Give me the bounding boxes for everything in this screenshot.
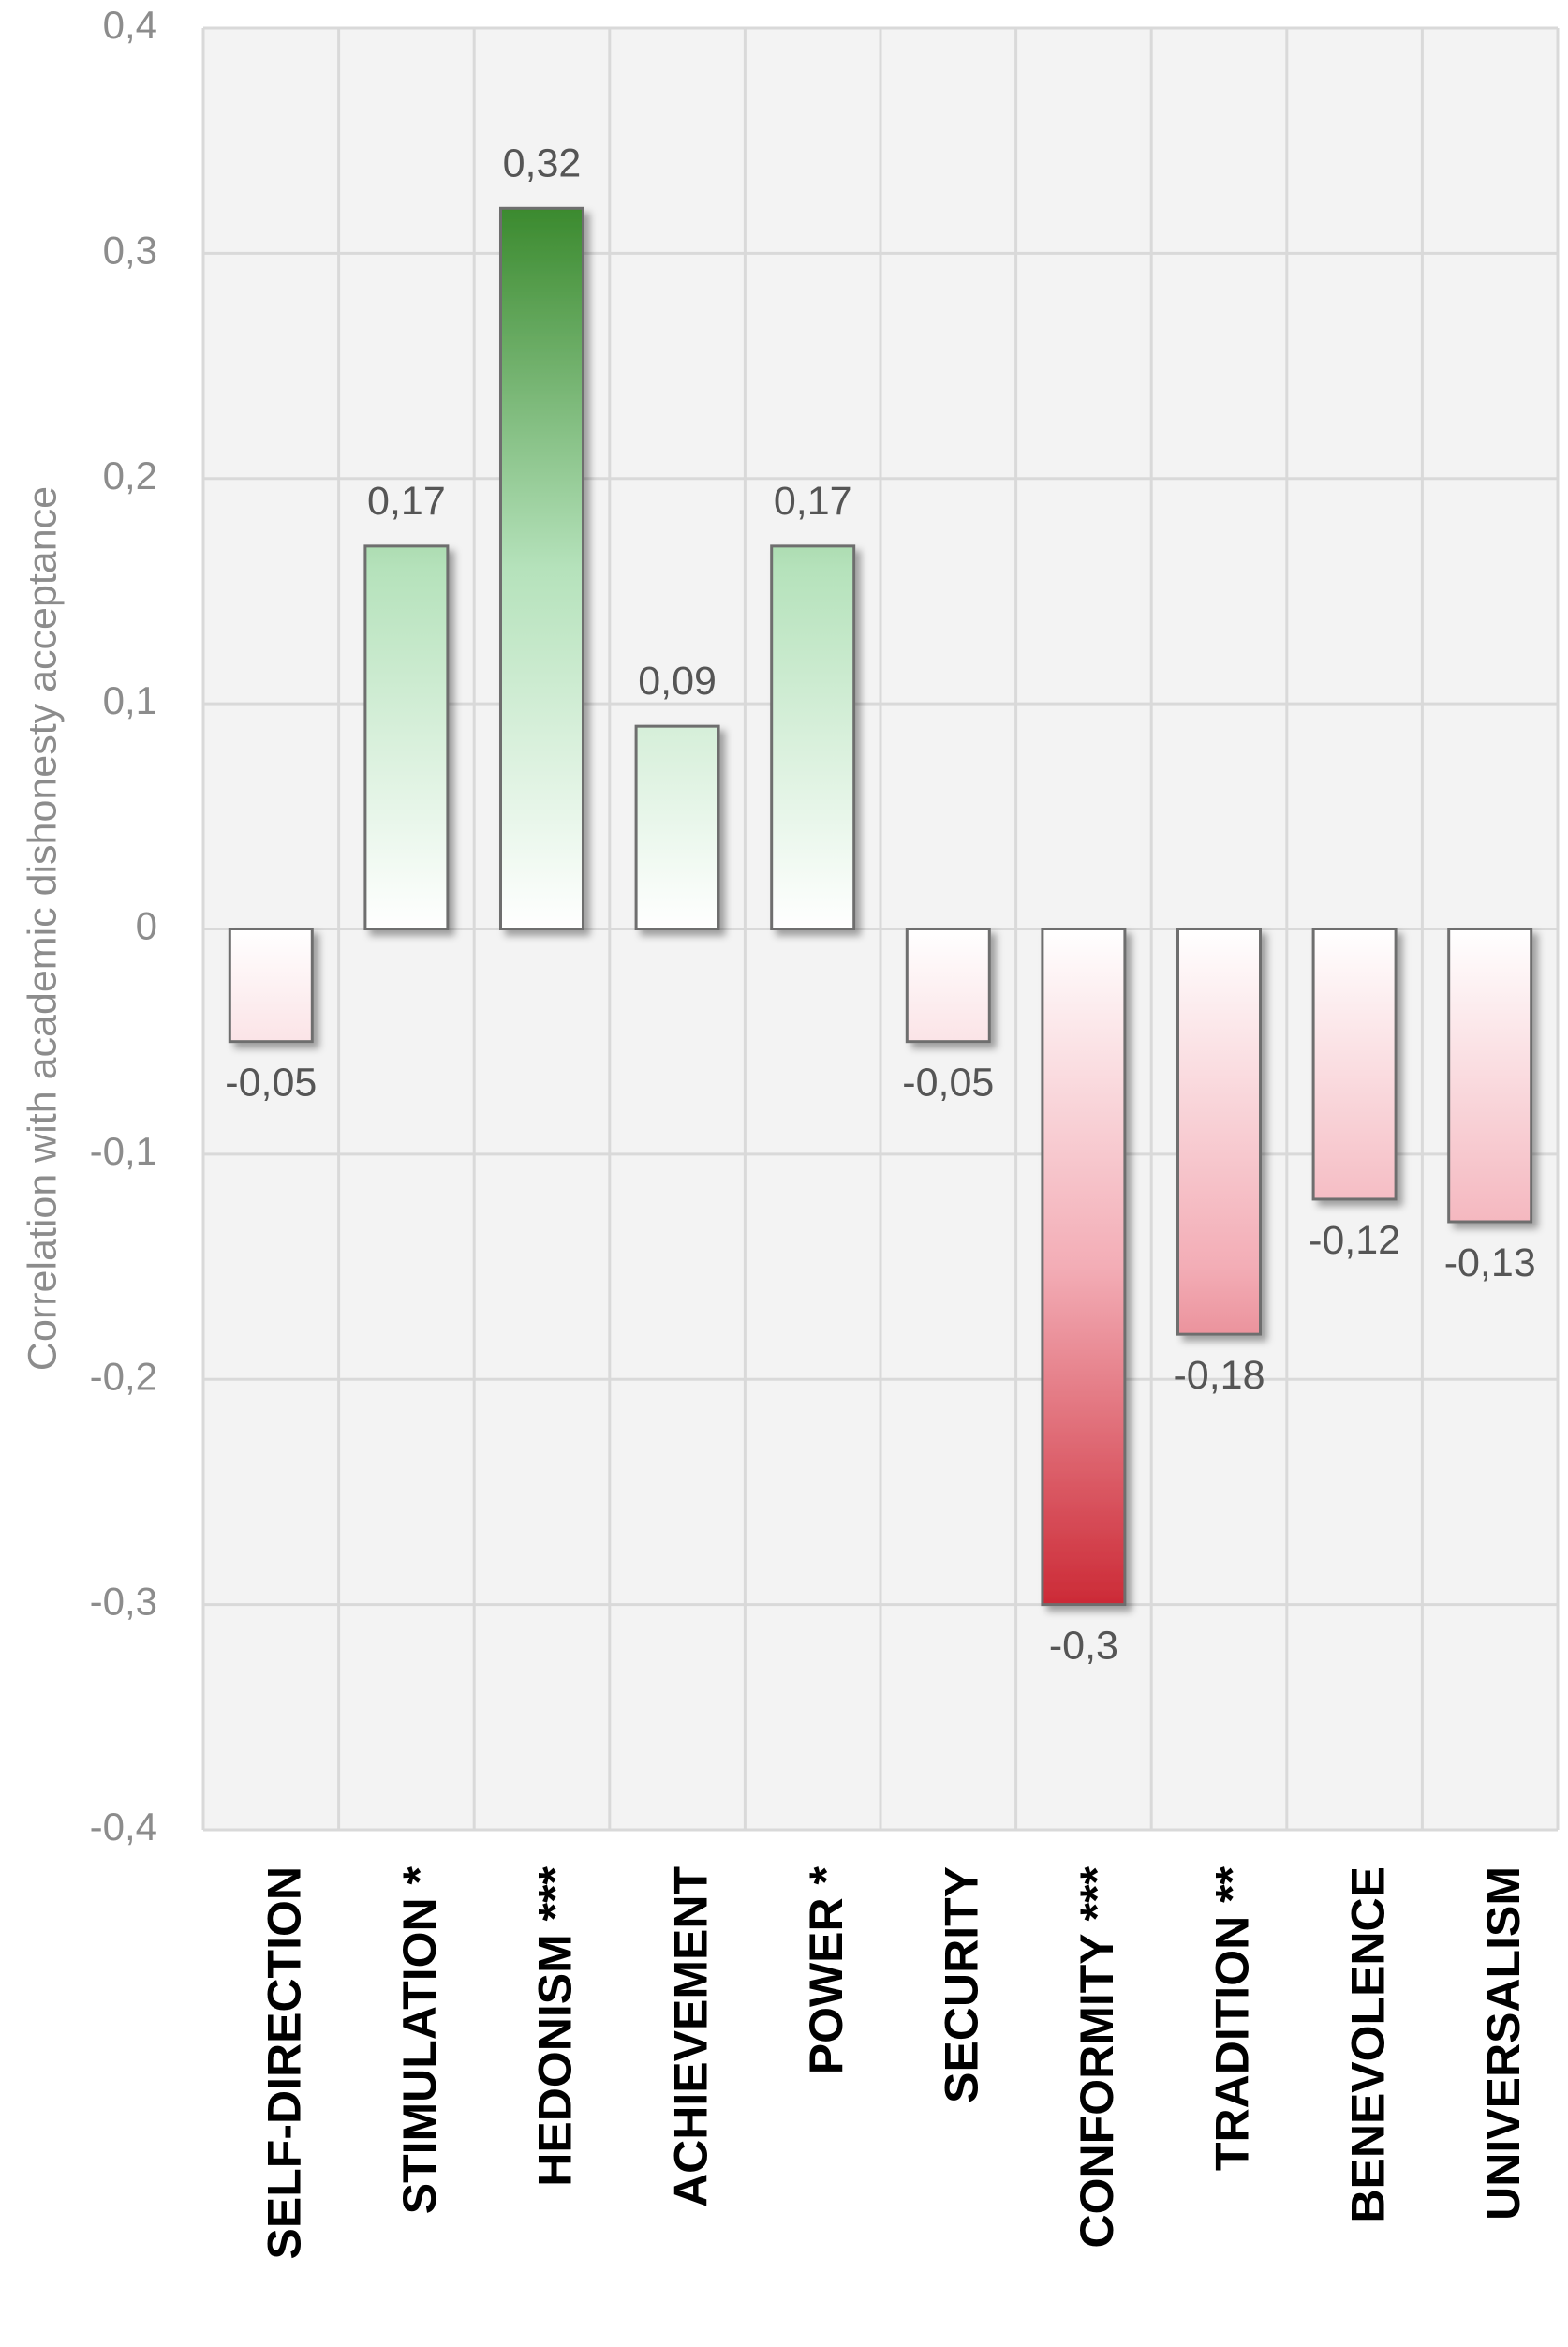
bar [1176, 928, 1262, 1336]
bar [363, 544, 450, 930]
bar [1311, 928, 1398, 1201]
y-tick-label: -0,4 [90, 1805, 157, 1849]
y-tick-label: -0,1 [90, 1129, 157, 1173]
data-labels: -0,05 0,17 0,32 0,09 0,17 -0,05 -0,3 -0,18 -0,12… [225, 141, 1535, 1668]
category-label: TRADITION ** [1206, 1865, 1259, 2171]
bars [228, 206, 1533, 1607]
category-label: SELF-DIRECTION [259, 1866, 311, 2259]
category-label: POWER * [800, 1865, 852, 2074]
y-tick-label: 0,2 [103, 453, 157, 498]
data-label: -0,05 [225, 1061, 317, 1106]
category-label: SECURITY [936, 1866, 988, 2103]
data-label: -0,12 [1309, 1218, 1400, 1263]
data-label: 0,32 [503, 141, 582, 186]
category-label: CONFORMITY *** [1071, 1865, 1123, 2248]
data-label: 0,17 [774, 479, 852, 524]
y-tick-label: 0 [136, 904, 157, 948]
y-tick-label: 0,4 [103, 3, 157, 47]
bar [905, 928, 991, 1044]
grid-layer [201, 26, 1560, 1832]
y-tick-label: 0,1 [103, 678, 157, 722]
bar [770, 544, 856, 930]
category-label: UNIVERSALISM [1477, 1866, 1530, 2221]
y-tick-labels: -0,4 -0,3 -0,2 -0,1 0 0,1 0,2 0,3 0,4 [90, 3, 157, 1849]
bar [1447, 928, 1533, 1224]
category-label: STIMULATION * [393, 1865, 446, 2214]
data-label: -0,13 [1444, 1240, 1536, 1285]
category-label: ACHIEVEMENT [664, 1866, 717, 2207]
data-label: -0,18 [1173, 1353, 1265, 1398]
data-label: 0,09 [638, 659, 717, 704]
bar [634, 724, 720, 930]
y-axis-label: Correlation with academic dishonesty acc… [20, 486, 65, 1371]
bar [228, 928, 314, 1044]
category-label: HEDONISM *** [529, 1865, 582, 2186]
y-tick-label: -0,3 [90, 1580, 157, 1624]
data-label: -0,3 [1049, 1624, 1118, 1669]
category-label: BENEVOLENCE [1341, 1866, 1394, 2223]
y-tick-label: -0,2 [90, 1354, 157, 1398]
data-label: -0,05 [902, 1061, 994, 1106]
bar [1041, 928, 1127, 1607]
category-labels: SELF-DIRECTION STIMULATION * HEDONISM *** A… [259, 1865, 1530, 2259]
y-tick-label: 0,3 [103, 228, 157, 272]
bar [499, 206, 584, 931]
data-label: 0,17 [367, 479, 446, 524]
